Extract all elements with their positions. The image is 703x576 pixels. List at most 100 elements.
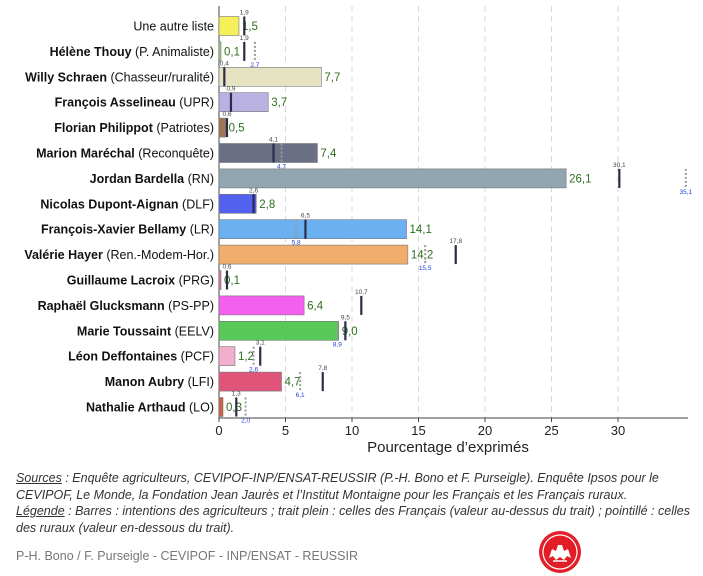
candidate-name: Une autre liste	[133, 20, 214, 34]
party-name: (LFI)	[184, 375, 214, 389]
seal-logo-icon	[539, 531, 581, 573]
party-name: (Ren.-Modem-Hor.)	[103, 248, 214, 262]
bar-farmers	[218, 346, 236, 367]
label-french: 7,8	[318, 365, 327, 372]
label-rural: 4,7	[277, 164, 286, 171]
label-rural: 5,8	[292, 240, 301, 247]
data-label-farmers: 1,2	[238, 351, 254, 363]
data-label-farmers: 14,2	[411, 250, 433, 262]
label-french: 0,6	[222, 111, 231, 118]
bar-farmers	[218, 295, 305, 316]
candidate-name: Marie Toussaint	[77, 324, 172, 338]
candidate-name: Raphaël Glucksmann	[38, 299, 165, 313]
chart: 0 5 10 15 20 25 30 Pourcentage d’exprimés Une au…	[24, 6, 693, 456]
data-label-farmers: 9,0	[342, 326, 358, 338]
candidate-name: Nathalie Arthaud	[86, 401, 186, 415]
category-label: Marion Maréchal (Reconquête)	[36, 147, 214, 161]
category-label: Nicolas Dupont-Aignan (DLF)	[40, 197, 214, 211]
x-tick-label: 0	[215, 423, 222, 438]
party-name: (PS-PP)	[165, 299, 214, 313]
label-rural: 8,9	[333, 341, 342, 348]
data-label-farmers: 7,4	[320, 148, 337, 160]
bar-farmers	[218, 117, 226, 138]
data-label-farmers: 14,1	[410, 224, 432, 236]
x-tick-label: 5	[282, 423, 289, 438]
candidate-name: Léon Deffontaines	[68, 350, 177, 364]
x-tick-label: 10	[345, 423, 359, 438]
party-name: (RN)	[184, 172, 214, 186]
label-french: 0,4	[220, 60, 229, 67]
label-rural: 2,6	[249, 367, 258, 374]
data-label-farmers: 3,7	[271, 97, 287, 109]
candidate-name: Nicolas Dupont-Aignan	[40, 197, 178, 211]
label-french: 9,5	[341, 314, 350, 321]
label-french: 17,8	[449, 238, 462, 245]
label-rural: 2,7	[250, 62, 259, 69]
party-name: (DLF)	[179, 197, 214, 211]
data-label-farmers: 7,7	[324, 72, 340, 84]
party-name: (LR)	[186, 223, 214, 237]
label-french: 30,1	[613, 162, 626, 169]
label-french: 4,1	[269, 137, 278, 144]
candidate-name: Florian Philippot	[54, 121, 153, 135]
data-label-farmers: 26,1	[569, 173, 591, 185]
x-axis-title: Pourcentage d’exprimés	[367, 439, 529, 456]
bar-farmers	[218, 67, 322, 87]
candidate-name: Hélène Thouy	[50, 45, 132, 59]
category-label: Une autre liste	[133, 20, 214, 34]
footer-credit: P-H. Bono / F. Purseigle - CEVIPOF - INP…	[16, 549, 358, 563]
data-label-farmers: 4,7	[285, 377, 301, 389]
party-name: (PCF)	[177, 350, 214, 364]
sources-note: Sources : Enquête agriculteurs, CEVIPOF-…	[16, 470, 696, 503]
bar-farmers	[218, 194, 257, 214]
category-label: Léon Deffontaines (PCF)	[68, 350, 214, 364]
category-label: François Asselineau (UPR)	[55, 96, 214, 110]
legend-label: Légende	[16, 504, 65, 518]
label-rural: 6,1	[296, 392, 305, 399]
category-label: Nathalie Arthaud (LO)	[86, 401, 214, 415]
category-label: François-Xavier Bellamy (LR)	[41, 223, 214, 237]
chart-notes: Sources : Enquête agriculteurs, CEVIPOF-…	[16, 470, 696, 536]
party-name: (P. Animaliste)	[132, 45, 214, 59]
category-label: Guillaume Lacroix (PRG)	[67, 274, 214, 288]
category-label: Hélène Thouy (P. Animaliste)	[50, 45, 214, 59]
x-tick-label: 25	[544, 423, 558, 438]
candidate-name: François Asselineau	[55, 96, 176, 110]
data-label-farmers: 6,4	[307, 300, 324, 312]
label-rural: 35,1	[680, 189, 693, 196]
data-label-farmers: 0,1	[224, 46, 240, 58]
bar-farmers	[218, 244, 409, 265]
label-french: 2,6	[249, 187, 258, 194]
bar-farmers	[218, 168, 567, 189]
sources-text: : Enquête agriculteurs, CEVIPOF-INP/ENSA…	[16, 471, 659, 502]
label-rural: 2,0	[241, 418, 250, 425]
legend-note: Légende : Barres : intentions des agricu…	[16, 503, 696, 536]
data-label-farmers: 1,5	[242, 21, 258, 33]
x-tick-label: 20	[478, 423, 492, 438]
label-french: 1,3	[232, 391, 241, 398]
candidate-name: Valérie Hayer	[24, 248, 103, 262]
category-label: Willy Schraen (Chasseur/ruralité)	[25, 70, 214, 84]
bar-farmers	[218, 41, 222, 62]
candidate-name: Jordan Bardella	[90, 172, 186, 186]
legend-text: : Barres : intentions des agriculteurs ;…	[16, 504, 690, 535]
candidate-name: Willy Schraen	[25, 70, 107, 84]
bar-farmers	[218, 371, 282, 392]
candidate-name: François-Xavier Bellamy	[41, 223, 186, 237]
data-label-farmers: 0,5	[229, 123, 245, 135]
bar-farmers	[218, 320, 339, 341]
x-tick-label: 30	[611, 423, 625, 438]
candidate-name: Guillaume Lacroix	[67, 274, 175, 288]
candidate-name: Manon Aubry	[105, 375, 184, 389]
data-label-farmers: 0,3	[226, 402, 242, 414]
label-french: 10,7	[355, 289, 368, 296]
data-label-farmers: 2,8	[259, 199, 275, 211]
party-name: (EELV)	[171, 324, 214, 338]
label-french: 1,9	[240, 35, 249, 42]
category-label: Manon Aubry (LFI)	[105, 375, 214, 389]
bar-farmers	[218, 219, 407, 239]
bar-farmers	[218, 397, 224, 417]
category-label: Raphaël Glucksmann (PS-PP)	[38, 299, 214, 313]
sources-label: Sources	[16, 471, 62, 485]
party-name: (Chasseur/ruralité)	[107, 70, 214, 84]
